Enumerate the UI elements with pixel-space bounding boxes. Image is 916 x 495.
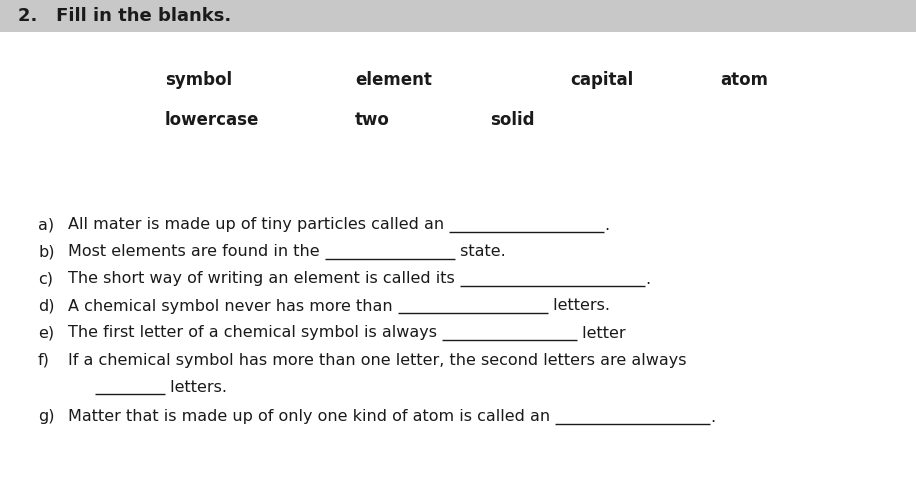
Text: a): a) — [38, 217, 54, 233]
Text: atom: atom — [720, 71, 768, 89]
Text: element: element — [355, 71, 431, 89]
Text: c): c) — [38, 271, 53, 287]
Text: solid: solid — [490, 111, 535, 129]
Text: letter: letter — [577, 326, 626, 341]
Text: symbol: symbol — [165, 71, 232, 89]
Text: letters.: letters. — [165, 380, 227, 395]
Text: All mater is made up of tiny particles called an: All mater is made up of tiny particles c… — [68, 217, 449, 233]
Text: d): d) — [38, 298, 54, 313]
Text: e): e) — [38, 326, 54, 341]
Text: .: . — [645, 271, 650, 287]
Text: .: . — [710, 409, 715, 425]
Text: f): f) — [38, 352, 49, 367]
Text: g): g) — [38, 409, 54, 425]
Text: 2.   Fill in the blanks.: 2. Fill in the blanks. — [18, 7, 231, 25]
Text: If a chemical symbol has more than one letter, the second letters are always: If a chemical symbol has more than one l… — [68, 352, 686, 367]
Text: lowercase: lowercase — [165, 111, 259, 129]
Text: capital: capital — [570, 71, 633, 89]
Text: Matter that is made up of only one kind of atom is called an: Matter that is made up of only one kind … — [68, 409, 555, 425]
Text: The short way of writing an element is called its: The short way of writing an element is c… — [68, 271, 460, 287]
Bar — [0, 0, 916, 32]
Text: two: two — [355, 111, 390, 129]
Text: Most elements are found in the: Most elements are found in the — [68, 245, 325, 259]
Text: The first letter of a chemical symbol is always: The first letter of a chemical symbol is… — [68, 326, 442, 341]
Text: .: . — [605, 217, 609, 233]
Text: letters.: letters. — [548, 298, 610, 313]
Text: b): b) — [38, 245, 54, 259]
Text: A chemical symbol never has more than: A chemical symbol never has more than — [68, 298, 398, 313]
Text: state.: state. — [454, 245, 506, 259]
